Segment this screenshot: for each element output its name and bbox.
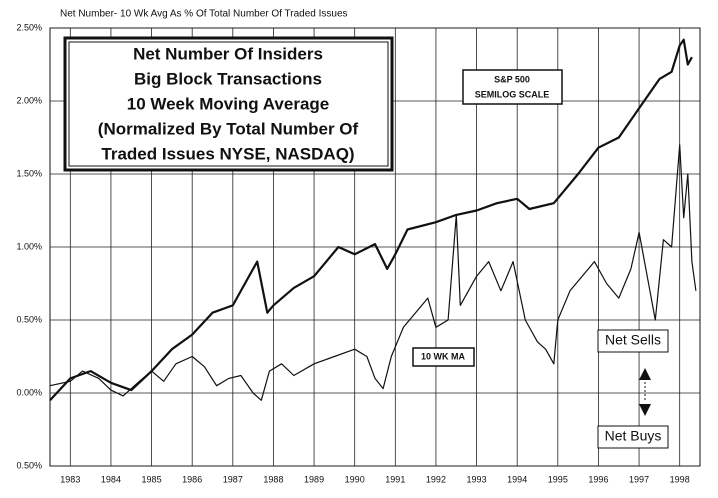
y-tick-label: 0.00% bbox=[16, 387, 42, 397]
x-tick-label: 1986 bbox=[182, 474, 202, 484]
title-line: 10 Week Moving Average bbox=[127, 94, 330, 113]
sp-label-box bbox=[462, 69, 563, 105]
x-tick-label: 1991 bbox=[385, 474, 405, 484]
chart-header: Net Number- 10 Wk Avg As % Of Total Numb… bbox=[60, 9, 348, 20]
x-tick-label: 1988 bbox=[263, 474, 283, 484]
x-tick-label: 1995 bbox=[548, 474, 568, 484]
lines bbox=[49, 38, 697, 402]
title: Net Number Of Insiders Big Block Transact… bbox=[98, 44, 359, 163]
x-tick-label: 1989 bbox=[304, 474, 324, 484]
sp-label: S&P 500 bbox=[494, 74, 530, 84]
x-tick-label: 1998 bbox=[670, 474, 690, 484]
y-tick-label: 0.50% bbox=[16, 314, 42, 324]
y-tick-label: 1.50% bbox=[16, 168, 42, 178]
series-line bbox=[49, 144, 697, 401]
x-tick-label: 1987 bbox=[223, 474, 243, 484]
series-line bbox=[49, 38, 693, 402]
title-line: Net Number Of Insiders bbox=[133, 44, 323, 63]
x-tick-label: 1994 bbox=[507, 474, 527, 484]
title-line: (Normalized By Total Number Of bbox=[98, 119, 359, 138]
title-box-inner bbox=[68, 41, 389, 167]
x-tick-label: 1983 bbox=[60, 474, 80, 484]
ma-label-box bbox=[412, 347, 475, 367]
up-arrow bbox=[639, 368, 651, 380]
buys-box bbox=[597, 425, 669, 449]
x-tick-label: 1985 bbox=[142, 474, 162, 484]
title-line: Big Block Transactions bbox=[134, 69, 322, 88]
sells-box bbox=[597, 329, 669, 353]
down-arrow bbox=[639, 404, 651, 416]
x-tick-label: 1996 bbox=[588, 474, 608, 484]
sells-label: Net Sells bbox=[605, 332, 661, 348]
ma-label: 10 WK MA bbox=[421, 351, 466, 361]
x-tick-label: 1990 bbox=[345, 474, 365, 484]
x-tick-label: 1993 bbox=[467, 474, 487, 484]
y-tick-label: 2.50% bbox=[16, 22, 42, 32]
y-tick-label: 2.00% bbox=[16, 95, 42, 105]
x-tick-label: 1992 bbox=[426, 474, 446, 484]
y-tick-label: 1.00% bbox=[16, 241, 42, 251]
y-tick-label: 0.50% bbox=[16, 460, 42, 470]
sp-scale-note: SEMILOG SCALE bbox=[475, 89, 550, 99]
title-line: Traded Issues NYSE, NASDAQ) bbox=[101, 144, 354, 163]
x-tick-label: 1984 bbox=[101, 474, 121, 484]
buys-label: Net Buys bbox=[605, 428, 662, 444]
x-tick-label: 1997 bbox=[629, 474, 649, 484]
title-box bbox=[63, 36, 394, 172]
